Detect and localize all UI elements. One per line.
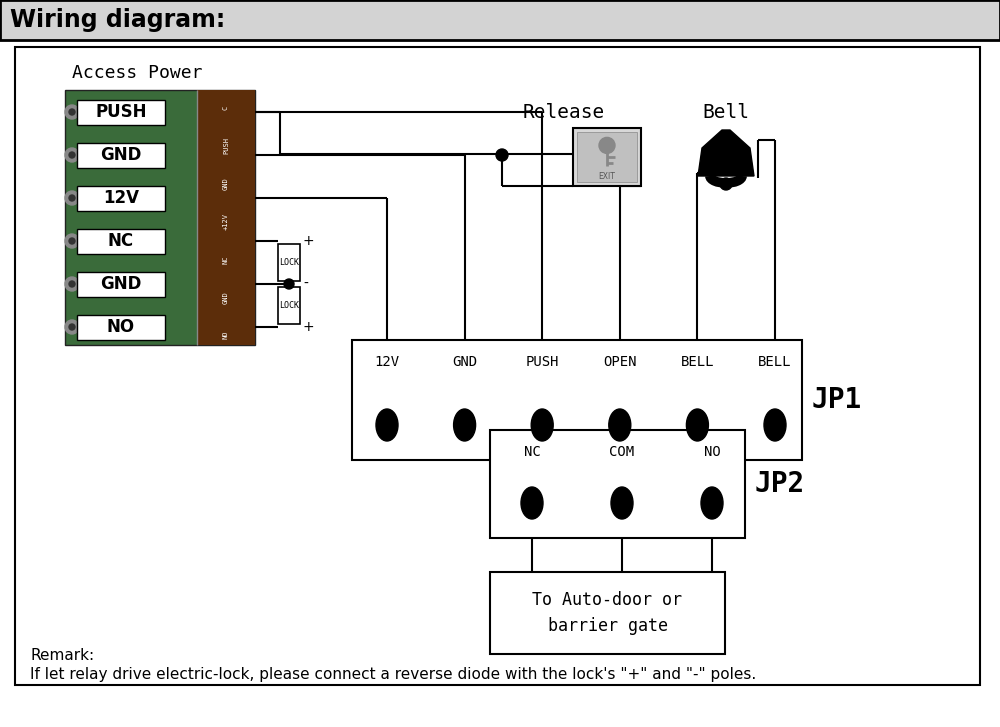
Circle shape xyxy=(69,152,75,158)
Text: To Auto-door or: To Auto-door or xyxy=(532,591,682,609)
Text: BELL: BELL xyxy=(758,355,792,369)
Text: NC: NC xyxy=(108,232,134,250)
Bar xyxy=(577,132,637,182)
Ellipse shape xyxy=(686,409,708,441)
Text: NO: NO xyxy=(223,331,229,340)
Text: BELL: BELL xyxy=(681,355,714,369)
Text: -: - xyxy=(303,277,308,291)
Text: GND: GND xyxy=(452,355,477,369)
Circle shape xyxy=(69,281,75,287)
Text: JP2: JP2 xyxy=(755,470,805,498)
Circle shape xyxy=(284,279,294,289)
Bar xyxy=(77,185,165,211)
Bar xyxy=(490,430,745,538)
Ellipse shape xyxy=(609,409,631,441)
Text: Release: Release xyxy=(523,103,605,121)
Text: If let relay drive electric-lock, please connect a reverse diode with the lock's: If let relay drive electric-lock, please… xyxy=(30,667,756,683)
Text: Bell: Bell xyxy=(702,103,750,121)
Ellipse shape xyxy=(764,409,786,441)
Text: +: + xyxy=(303,320,315,334)
Circle shape xyxy=(65,105,79,119)
Ellipse shape xyxy=(531,409,553,441)
Ellipse shape xyxy=(611,487,633,519)
Text: PUSH: PUSH xyxy=(223,137,229,154)
Bar xyxy=(278,287,300,324)
Text: 12V: 12V xyxy=(103,189,139,207)
Text: NO: NO xyxy=(107,318,135,336)
Text: LOCK: LOCK xyxy=(279,301,299,310)
Bar xyxy=(77,315,165,340)
Text: +: + xyxy=(303,234,315,248)
Bar xyxy=(278,244,300,281)
Circle shape xyxy=(65,277,79,291)
Text: PUSH: PUSH xyxy=(525,355,559,369)
Circle shape xyxy=(599,137,615,153)
Bar xyxy=(573,128,641,186)
Text: NC: NC xyxy=(524,445,540,459)
Text: NO: NO xyxy=(704,445,720,459)
Text: EXIT: EXIT xyxy=(599,172,615,180)
Circle shape xyxy=(69,109,75,115)
Bar xyxy=(77,100,165,124)
Text: Remark:: Remark: xyxy=(30,648,94,662)
Circle shape xyxy=(720,178,732,190)
Text: Wiring diagram:: Wiring diagram: xyxy=(10,8,225,32)
Ellipse shape xyxy=(521,487,543,519)
Text: C: C xyxy=(223,106,229,110)
Ellipse shape xyxy=(701,487,723,519)
Bar xyxy=(197,90,255,345)
Bar xyxy=(77,142,165,167)
Bar xyxy=(77,271,165,297)
Circle shape xyxy=(496,149,508,161)
Text: GND: GND xyxy=(100,275,142,293)
Bar xyxy=(490,572,725,654)
Text: COM: COM xyxy=(609,445,635,459)
Circle shape xyxy=(65,234,79,248)
Text: GND: GND xyxy=(100,146,142,164)
Circle shape xyxy=(65,148,79,162)
Bar xyxy=(77,228,165,254)
Text: GND: GND xyxy=(223,291,229,304)
Text: GND: GND xyxy=(223,177,229,190)
Bar xyxy=(15,47,980,685)
Circle shape xyxy=(65,191,79,205)
Bar xyxy=(352,340,802,460)
Circle shape xyxy=(65,320,79,334)
Text: LOCK: LOCK xyxy=(279,258,299,267)
Polygon shape xyxy=(698,130,754,176)
Bar xyxy=(0,0,1000,40)
Circle shape xyxy=(69,324,75,330)
Bar xyxy=(65,90,255,345)
Ellipse shape xyxy=(376,409,398,441)
Ellipse shape xyxy=(454,409,476,441)
Text: +12V: +12V xyxy=(223,213,229,230)
Circle shape xyxy=(69,238,75,244)
Text: OPEN: OPEN xyxy=(603,355,637,369)
Text: barrier gate: barrier gate xyxy=(548,617,668,635)
Text: Access Power: Access Power xyxy=(72,64,202,82)
Text: JP1: JP1 xyxy=(812,386,862,414)
Text: PUSH: PUSH xyxy=(95,103,147,121)
Text: 12V: 12V xyxy=(374,355,400,369)
Circle shape xyxy=(69,195,75,201)
Text: NC: NC xyxy=(223,255,229,264)
